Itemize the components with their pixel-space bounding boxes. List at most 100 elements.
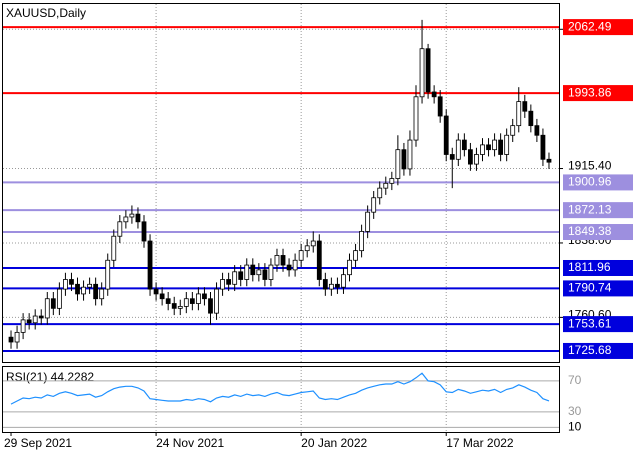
- candle-body: [522, 101, 528, 112]
- candle-body: [455, 139, 461, 160]
- candle-body: [123, 216, 129, 223]
- candle-body: [165, 298, 171, 304]
- candle-body: [117, 221, 123, 237]
- level-label: 1900.96: [568, 175, 612, 189]
- candle-body: [208, 298, 213, 314]
- candle-body: [256, 269, 262, 276]
- x-tick-label: 24 Nov 2021: [156, 436, 224, 450]
- candle-body: [310, 240, 316, 247]
- candle-body: [38, 315, 44, 319]
- level-label: 1753.61: [568, 316, 612, 330]
- level-label-box: [563, 174, 633, 191]
- candle-body: [292, 259, 298, 271]
- candle-body: [328, 283, 334, 290]
- candle-body: [87, 283, 92, 288]
- candle-body: [63, 279, 68, 290]
- candle-body: [220, 279, 225, 290]
- candle-body: [226, 279, 232, 285]
- candle-body: [480, 144, 485, 155]
- rsi-tick-label: 30: [568, 404, 582, 418]
- candle-body: [14, 331, 20, 343]
- candle-body: [389, 178, 395, 184]
- candle-body: [183, 298, 189, 307]
- candle-body: [56, 288, 62, 309]
- candle-body: [274, 255, 280, 266]
- candle-body: [546, 158, 552, 163]
- candle-body: [8, 336, 14, 343]
- candle-body: [437, 96, 443, 117]
- candle-body: [467, 149, 473, 165]
- candle-body: [335, 283, 340, 288]
- candle-body: [449, 154, 455, 160]
- candle-body: [365, 211, 371, 232]
- candle-body: [298, 250, 304, 261]
- candle-body: [280, 255, 286, 266]
- candle-body: [171, 303, 177, 309]
- candle-body: [135, 213, 141, 223]
- candle-body: [262, 269, 268, 280]
- candle-body: [202, 293, 207, 300]
- y-tick-label: 1915.40: [568, 159, 612, 173]
- candle-body: [353, 250, 358, 261]
- chart-title: XAUUSD,Daily: [6, 6, 86, 20]
- candle-body: [244, 264, 250, 280]
- candle-body: [419, 48, 425, 98]
- level-label: 1790.74: [568, 281, 612, 295]
- candle-body: [341, 274, 346, 288]
- candle-body: [232, 271, 238, 285]
- candle-body: [504, 134, 510, 155]
- candle-body: [431, 91, 437, 98]
- candle-body: [129, 213, 135, 218]
- rsi-tick-label: 70: [568, 373, 582, 387]
- candle-body: [413, 96, 419, 141]
- candle-body: [105, 259, 111, 290]
- candle-body: [474, 154, 479, 165]
- level-label-box: [563, 224, 633, 241]
- candle-body: [347, 259, 352, 276]
- candle-body: [304, 245, 310, 252]
- level-label: 1811.96: [568, 260, 611, 274]
- candle-body: [32, 315, 38, 324]
- candle-body: [322, 279, 328, 290]
- candle-body: [486, 144, 491, 151]
- candle-body: [250, 264, 256, 276]
- candle-body: [214, 288, 219, 314]
- level-label-box: [563, 280, 633, 297]
- candle-body: [383, 182, 389, 189]
- x-tick-label: 29 Sep 2021: [4, 436, 72, 450]
- rsi-line: [10, 372, 550, 405]
- level-label: 1872.13: [568, 202, 612, 216]
- candle-body: [147, 240, 153, 290]
- candle-body: [153, 288, 159, 295]
- candle-body: [359, 231, 365, 252]
- candle-body: [69, 279, 74, 285]
- candle-body: [407, 139, 413, 170]
- level-label: 2062.49: [568, 19, 612, 33]
- candle-body: [99, 288, 105, 300]
- level-label-box: [563, 202, 633, 219]
- candle-body: [401, 149, 407, 170]
- candle-body: [20, 319, 26, 333]
- candle-body: [93, 283, 99, 300]
- candle-body: [50, 298, 56, 309]
- candle-body: [443, 115, 449, 155]
- candle-body: [534, 125, 540, 136]
- level-label-box: [563, 259, 633, 276]
- candle-body: [498, 139, 504, 155]
- rsi-tick-label: 10: [568, 420, 582, 434]
- candle-body: [75, 283, 80, 295]
- candle-body: [371, 197, 377, 213]
- candle-body: [516, 101, 522, 127]
- level-label: 1725.68: [568, 343, 612, 357]
- candle-body: [81, 286, 86, 295]
- candle-body: [528, 110, 534, 127]
- level-label-box: [563, 19, 633, 36]
- rsi-title: RSI(21) 44.2282: [6, 370, 94, 384]
- level-label-box: [563, 342, 633, 359]
- candle-body: [377, 187, 383, 199]
- level-label: 1849.38: [568, 224, 612, 238]
- candle-body: [395, 149, 401, 179]
- candle-body: [492, 139, 497, 151]
- candle-body: [141, 221, 147, 242]
